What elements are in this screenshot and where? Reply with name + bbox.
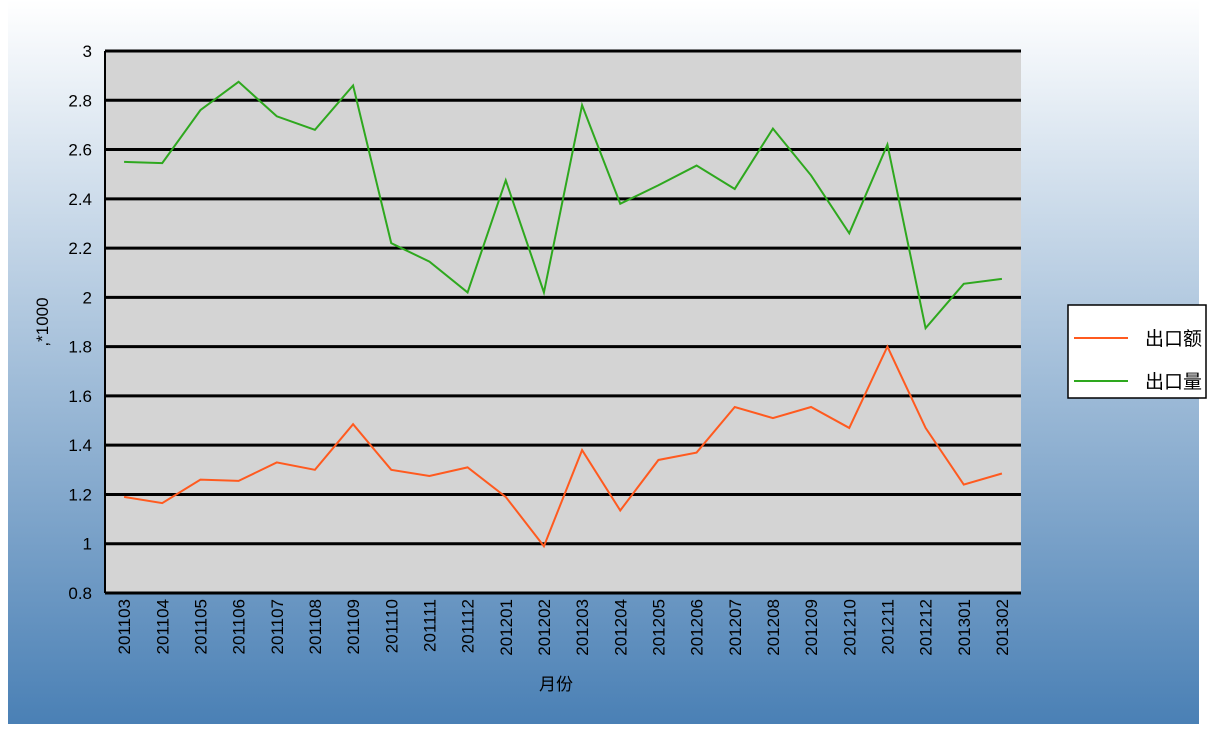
x-tick-label: 201209	[802, 599, 821, 656]
x-tick-label: 201108	[306, 599, 325, 654]
x-tick-label: 201201	[497, 599, 516, 656]
x-tick-label: 201302	[993, 599, 1012, 656]
x-tick-label: 201208	[764, 599, 783, 656]
x-tick-label: 201112	[459, 599, 478, 653]
x-tick-label: 201106	[230, 599, 249, 654]
x-tick-label: 201206	[688, 599, 707, 656]
x-tick-label: 201109	[344, 599, 363, 654]
x-tick-label: 201111	[420, 599, 439, 652]
y-tick-label: 2	[83, 288, 92, 307]
x-tick-label: 201105	[191, 599, 210, 654]
legend-box	[1067, 304, 1207, 399]
x-tick-label: 201212	[917, 599, 936, 656]
x-tick-label: 201204	[611, 599, 630, 656]
x-tick-label: 201207	[726, 599, 745, 656]
x-tick-label: 201203	[573, 599, 592, 656]
x-tick-label: 201211	[878, 599, 897, 654]
y-tick-label: 2.2	[68, 239, 92, 258]
series-line	[124, 80, 1003, 331]
y-tick-label: 0.8	[68, 584, 92, 603]
plot-area	[105, 51, 1021, 593]
series-line	[123, 344, 1003, 549]
y-axis-title: ,*1000	[33, 297, 52, 346]
y-tick-label: 1.6	[68, 387, 92, 406]
y-tick-label: 1.8	[68, 338, 92, 357]
legend-label: 出口额	[1145, 328, 1202, 350]
y-tick-label: 3	[83, 42, 92, 61]
legend-label: 出口量	[1145, 371, 1202, 393]
x-tick-label: 201202	[535, 599, 554, 656]
y-tick-label: 2.4	[68, 190, 92, 209]
y-tick-label: 1.2	[68, 485, 92, 504]
x-axis-title: 月份	[539, 675, 573, 694]
x-tick-label: 201104	[153, 599, 172, 654]
y-tick-label: 1.4	[68, 436, 92, 455]
x-tick-label: 201110	[382, 599, 401, 653]
x-tick-label: 201210	[840, 599, 859, 656]
x-tick-label: 201205	[649, 599, 668, 656]
x-tick-label: 201107	[268, 599, 287, 654]
y-tick-label: 1	[83, 535, 92, 554]
y-tick-label: 2.6	[68, 141, 92, 160]
x-tick-label: 201301	[955, 599, 974, 656]
x-tick-label: 201103	[115, 599, 134, 654]
y-tick-label: 2.8	[68, 91, 92, 110]
